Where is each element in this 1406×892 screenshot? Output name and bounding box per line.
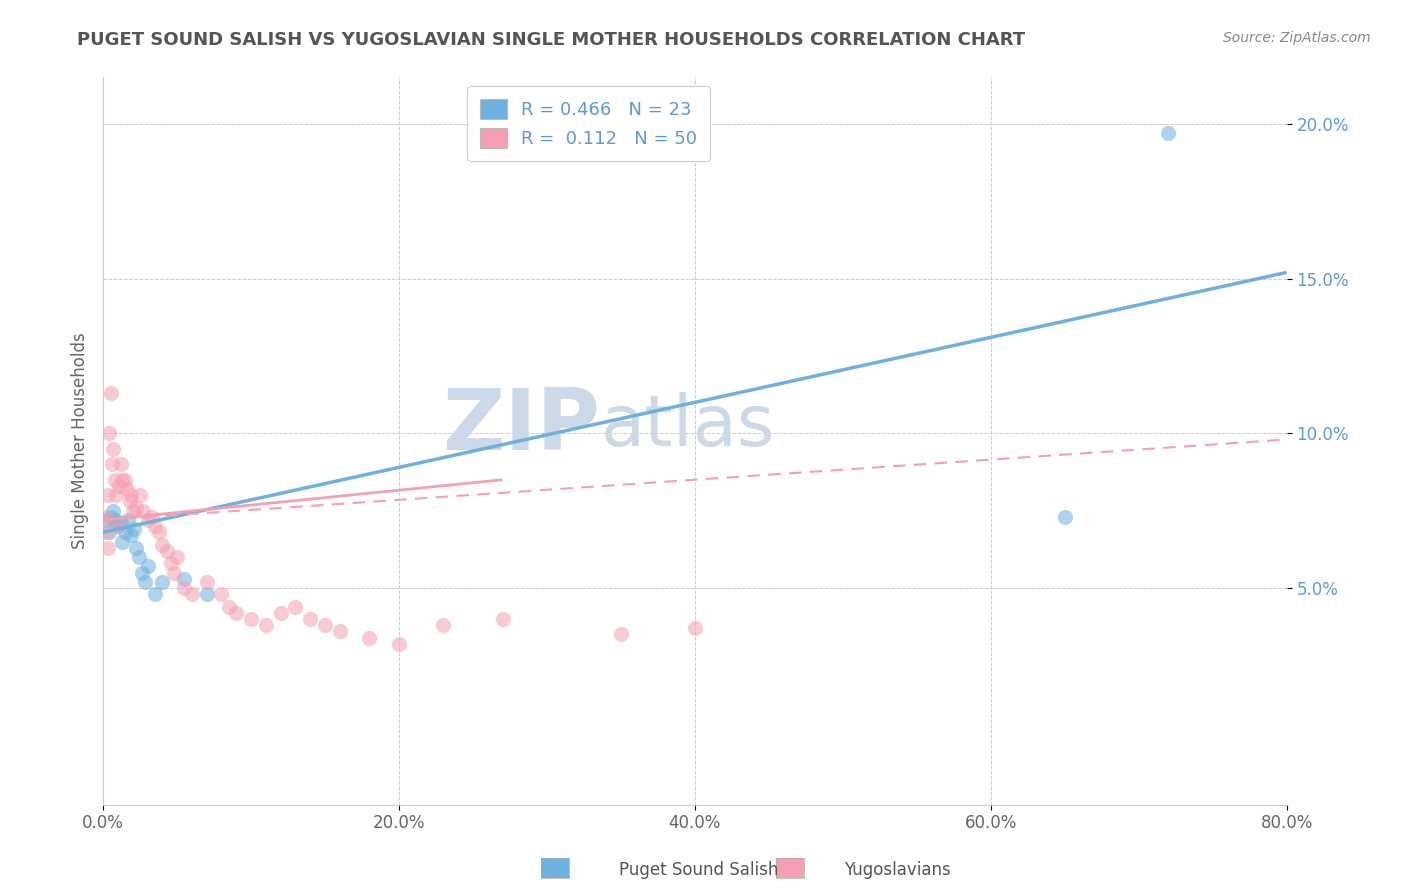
Point [218,599,240,614]
Point [121,504,143,518]
Point [107,519,129,533]
Point [180,587,202,601]
Point [156,544,179,558]
Point [115,482,138,496]
Point [388,637,411,651]
Point [120,488,142,502]
Point [225,606,247,620]
Point [111,534,134,549]
Point [134,574,156,589]
Point [104,513,127,527]
Point [148,525,170,540]
Text: Yugoslavians: Yugoslavians [844,861,950,879]
Point [124,541,146,555]
Point [118,494,141,508]
Point [108,479,131,493]
Legend: R = 0.466   N = 23, R =  0.112   N = 50: R = 0.466 N = 23, R = 0.112 N = 50 [467,87,710,161]
Point [240,612,263,626]
Point [359,631,381,645]
Point [100,509,122,524]
Point [150,574,173,589]
Text: Source: ZipAtlas.com: Source: ZipAtlas.com [1223,31,1371,45]
Point [111,473,134,487]
Point [124,500,146,515]
Point [103,442,125,456]
Point [284,599,307,614]
Point [1157,126,1180,140]
Point [143,519,166,533]
Point [329,624,352,639]
Point [173,581,195,595]
Point [98,426,121,441]
Point [105,488,128,502]
Point [98,525,121,540]
Point [432,618,454,632]
Point [163,566,186,580]
Point [143,587,166,601]
Point [101,457,124,471]
Point [94,513,117,527]
Point [195,587,218,601]
Point [136,559,159,574]
Point [150,538,173,552]
Point [93,509,115,524]
Point [117,513,139,527]
Point [136,513,159,527]
Point [128,550,150,565]
Point [1053,509,1076,524]
Point [254,618,277,632]
Point [610,627,633,641]
Point [131,566,153,580]
Point [195,574,218,589]
Point [100,386,122,401]
Point [270,606,292,620]
Text: ZIP: ZIP [443,385,600,468]
Point [211,587,233,601]
Point [114,473,136,487]
Point [120,528,142,542]
Point [94,525,117,540]
Point [103,504,125,518]
Point [160,556,183,570]
Point [173,572,195,586]
Point [110,457,132,471]
Point [166,550,188,565]
Y-axis label: Single Mother Households: Single Mother Households [72,333,89,549]
Point [132,504,155,518]
Point [110,516,132,530]
Point [114,525,136,540]
Point [107,519,129,533]
Point [122,522,145,536]
Point [104,473,127,487]
Text: atlas: atlas [600,392,775,461]
Point [129,488,152,502]
Text: PUGET SOUND SALISH VS YUGOSLAVIAN SINGLE MOTHER HOUSEHOLDS CORRELATION CHART: PUGET SOUND SALISH VS YUGOSLAVIAN SINGLE… [77,31,1025,49]
Point [491,612,513,626]
Point [683,621,706,635]
Point [97,488,120,502]
Point [141,509,163,524]
Text: Puget Sound Salish: Puget Sound Salish [619,861,778,879]
Point [314,618,336,632]
Point [97,541,120,555]
Point [299,612,322,626]
